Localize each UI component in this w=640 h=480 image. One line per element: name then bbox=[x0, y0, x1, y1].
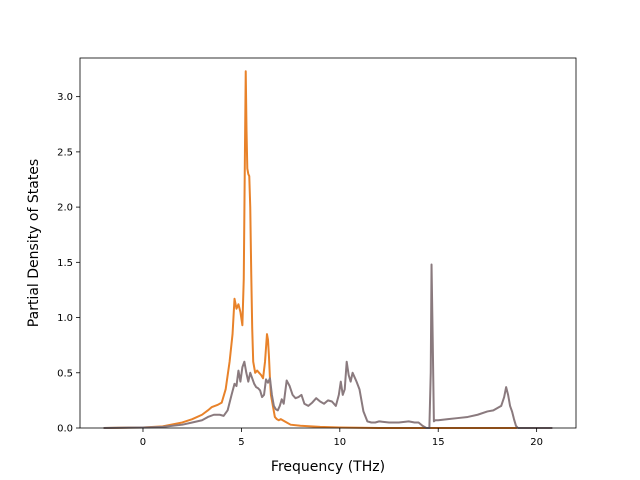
y-tick-label: 1.0 bbox=[57, 313, 73, 324]
series-line-1 bbox=[103, 70, 517, 429]
y-tick-label: 1.5 bbox=[57, 258, 73, 269]
x-tick-label: 0 bbox=[140, 437, 146, 448]
x-tick-label: 10 bbox=[333, 437, 346, 448]
x-tick-label: 5 bbox=[238, 437, 244, 448]
y-axis: 0.0 0.5 1.0 1.5 2.0 2.5 3.0 bbox=[57, 92, 80, 435]
y-axis-label: Partial Density of States bbox=[26, 159, 42, 327]
y-tick-label: 3.0 bbox=[57, 92, 73, 103]
y-tick-label: 2.0 bbox=[57, 203, 73, 214]
y-tick-label: 0.0 bbox=[57, 424, 73, 435]
x-axis: 0 5 10 15 20 bbox=[140, 428, 543, 448]
plot-background bbox=[80, 58, 576, 428]
x-tick-label: 20 bbox=[530, 437, 543, 448]
y-tick-label: 2.5 bbox=[57, 147, 73, 158]
plot-frame bbox=[79, 57, 577, 429]
series-layer bbox=[103, 70, 553, 429]
x-tick-label: 15 bbox=[432, 437, 445, 448]
series-line-2 bbox=[103, 263, 553, 429]
y-tick-label: 0.5 bbox=[57, 368, 73, 379]
x-axis-label: Frequency (THz) bbox=[271, 459, 385, 475]
